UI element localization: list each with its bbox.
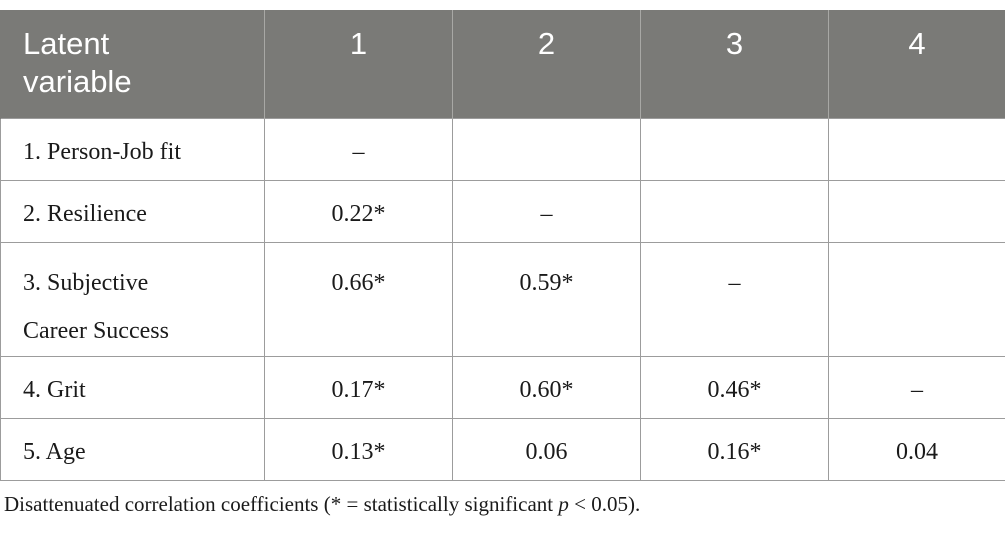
- header-col-1: 1: [264, 10, 453, 118]
- table-cell: [828, 117, 1005, 181]
- table-row: 2. Resilience 0.22* –: [0, 179, 1005, 243]
- table-row: 4. Grit 0.17* 0.60* 0.46* –: [0, 355, 1005, 419]
- footnote-suffix: < 0.05).: [568, 492, 641, 516]
- row-label: 5. Age: [0, 417, 265, 481]
- table-cell: 0.59*: [452, 241, 641, 357]
- table-cell: –: [264, 117, 453, 181]
- header-col-3: 3: [640, 10, 829, 118]
- header-row: Latent variable 1 2 3 4: [0, 10, 1005, 118]
- table-cell: 0.22*: [264, 179, 453, 243]
- table-cell: 0.13*: [264, 417, 453, 481]
- table-row: 5. Age 0.13* 0.06 0.16* 0.04: [0, 417, 1005, 481]
- table-cell: –: [452, 179, 641, 243]
- correlation-table: Latent variable 1 2 3 4 1. Person-Job fit…: [0, 10, 1005, 481]
- header-latent-line1: Latent: [23, 26, 110, 61]
- header-latent-variable: Latent variable: [0, 10, 265, 118]
- table-row: 3. Subjective Career Success 0.66* 0.59* …: [0, 241, 1005, 357]
- correlation-table-container: Latent variable 1 2 3 4 1. Person-Job fit…: [0, 10, 1005, 481]
- table-body: 1. Person-Job fit – 2. Resilience 0.22* …: [0, 117, 1005, 481]
- table-cell: 0.66*: [264, 241, 453, 357]
- header-latent-line2: variable: [23, 64, 132, 99]
- table-cell: –: [640, 241, 829, 357]
- row-label: 3. Subjective Career Success: [0, 241, 265, 357]
- footnote-p-symbol: p: [558, 492, 569, 516]
- table-cell: 0.06: [452, 417, 641, 481]
- table-cell: [828, 241, 1005, 357]
- header-col-2: 2: [452, 10, 641, 118]
- table-footnote: Disattenuated correlation coefficients (…: [4, 492, 640, 517]
- table-cell: 0.17*: [264, 355, 453, 419]
- table-cell: 0.16*: [640, 417, 829, 481]
- table-header: Latent variable 1 2 3 4: [0, 10, 1005, 118]
- table-cell: 0.46*: [640, 355, 829, 419]
- row-label: 2. Resilience: [0, 179, 265, 243]
- table-cell: [640, 179, 829, 243]
- row-label-line2: Career Success: [23, 317, 169, 344]
- table-cell: [452, 117, 641, 181]
- header-col-4: 4: [828, 10, 1005, 118]
- footnote-prefix: Disattenuated correlation coefficients (…: [4, 492, 559, 516]
- table-cell: [640, 117, 829, 181]
- row-label: 1. Person-Job fit: [0, 117, 265, 181]
- table-cell: [828, 179, 1005, 243]
- table-cell: 0.60*: [452, 355, 641, 419]
- row-label: 4. Grit: [0, 355, 265, 419]
- table-cell: 0.04: [828, 417, 1005, 481]
- table-cell: –: [828, 355, 1005, 419]
- table-row: 1. Person-Job fit –: [0, 117, 1005, 181]
- row-label-line1: 3. Subjective: [23, 269, 149, 296]
